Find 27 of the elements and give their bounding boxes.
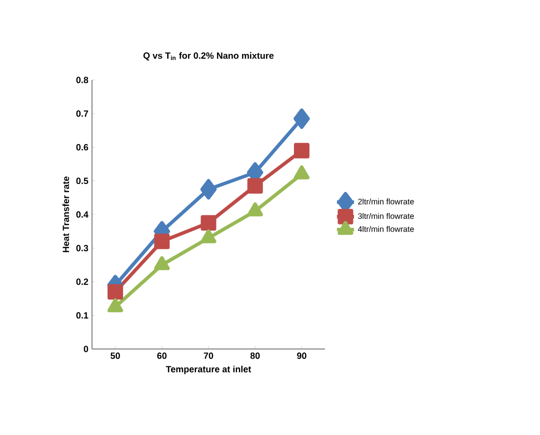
point [154, 234, 170, 250]
point [247, 178, 263, 194]
legend-label: 3ltr/min flowrate [358, 213, 414, 219]
point [294, 108, 310, 129]
y-tick-label: 0.1 [76, 312, 88, 319]
x-tick-label: 90 [297, 352, 306, 359]
legend-label: 2ltr/min flowrate [358, 198, 414, 204]
y-tick-label: 0.7 [76, 110, 88, 117]
point [200, 179, 217, 200]
point [200, 215, 216, 231]
legend-label: 4ltr/min flowrate [358, 226, 414, 232]
y-tick-label: 0.5 [76, 178, 88, 184]
y-tick-label: 0.6 [76, 144, 88, 150]
chart-title: Q vs T$_{in}$ for 0.2% Nano mixture [143, 52, 274, 60]
point [108, 284, 124, 300]
x-tick-label: 60 [157, 352, 167, 359]
point [294, 142, 310, 158]
y-tick-label: 0.8 [76, 76, 88, 84]
y-tick-label: 0 [84, 346, 88, 352]
x-tick-label: 80 [250, 352, 260, 359]
x-tick-label: 50 [110, 352, 120, 359]
y-axis-title: Heat Transfer rate [62, 176, 70, 252]
y-tick-label: 0.4 [76, 211, 88, 218]
y-tick-label: 0.3 [76, 244, 88, 252]
x-tick-label: 70 [204, 352, 214, 359]
y-tick-label: 0.2 [76, 278, 88, 285]
x-axis-title: Temperature at inlet [166, 366, 252, 374]
